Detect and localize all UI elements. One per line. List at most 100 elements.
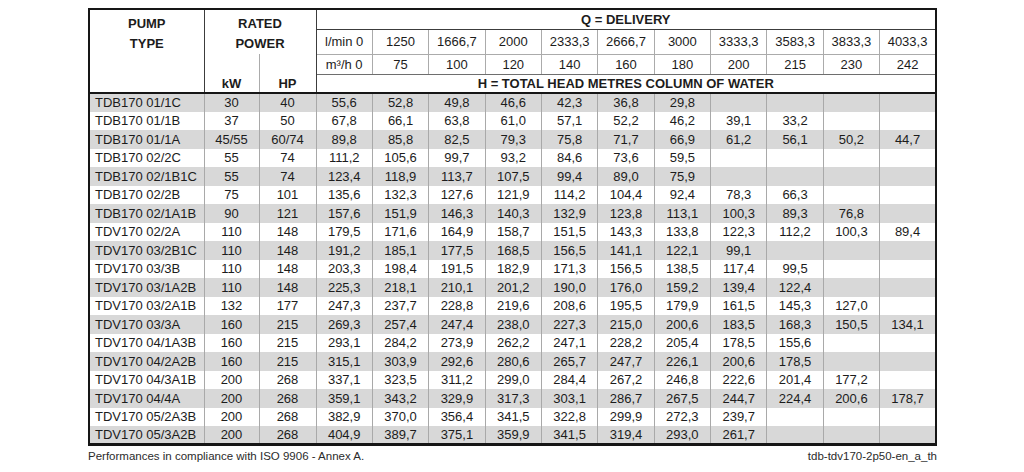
head-value-cell: 178,5 xyxy=(767,352,823,371)
head-value-cell: 238,0 xyxy=(485,315,541,334)
pump-type-cell: TDV170 04/1A3B xyxy=(89,334,204,353)
hp-cell: 215 xyxy=(259,334,316,353)
head-value-cell: 145,3 xyxy=(767,297,823,316)
hp-cell: 148 xyxy=(259,241,316,260)
hp-cell: 215 xyxy=(259,315,316,334)
head-value-cell: 171,6 xyxy=(372,223,428,242)
hp-cell: 121 xyxy=(259,204,316,223)
head-value-cell: 59,5 xyxy=(654,149,710,168)
head-value-cell: 134,1 xyxy=(880,315,936,334)
kw-cell: 160 xyxy=(204,334,259,353)
head-value-cell: 66,1 xyxy=(372,112,428,131)
hp-cell: 268 xyxy=(259,408,316,427)
head-value-cell: 93,2 xyxy=(485,149,541,168)
delivery-m3h-row: m³/h 075100120140160180200215230242 xyxy=(89,54,936,74)
head-value-cell: 75,8 xyxy=(541,130,597,149)
table-row: TDB170 02/2C5574111,2105,699,793,284,673… xyxy=(89,149,936,168)
head-value-cell: 303,9 xyxy=(372,352,428,371)
kw-cell: 55 xyxy=(204,149,259,168)
head-value-cell: 284,2 xyxy=(372,334,428,353)
pump-header-line1: PUMP xyxy=(90,14,204,34)
hp-cell: 74 xyxy=(259,167,316,186)
head-value-cell: 343,2 xyxy=(372,389,428,408)
head-value-cell: 52,2 xyxy=(598,112,654,131)
head-value-cell: 237,7 xyxy=(372,297,428,316)
head-value-cell: 155,6 xyxy=(767,334,823,353)
head-value-cell: 146,3 xyxy=(429,204,485,223)
head-value-cell: 262,2 xyxy=(485,334,541,353)
hp-cell: 268 xyxy=(259,371,316,390)
head-value-cell xyxy=(823,149,879,168)
delivery-lmin-cell: 1250 xyxy=(372,29,428,54)
m3h-unit-cell: m³/h 0 xyxy=(316,54,372,74)
head-value-cell: 370,0 xyxy=(372,408,428,427)
head-value-cell: 227,3 xyxy=(541,315,597,334)
head-value-cell xyxy=(823,426,879,445)
head-value-cell: 178,5 xyxy=(711,334,767,353)
head-value-cell: 85,8 xyxy=(372,130,428,149)
head-value-cell: 208,6 xyxy=(541,297,597,316)
head-value-cell: 75,9 xyxy=(654,167,710,186)
head-value-cell: 201,4 xyxy=(767,371,823,390)
kw-cell: 160 xyxy=(204,352,259,371)
head-value-cell: 138,5 xyxy=(654,260,710,279)
head-value-cell: 99,7 xyxy=(429,149,485,168)
pump-type-cell: TDB170 02/1B1C xyxy=(89,167,204,186)
head-value-cell xyxy=(880,149,936,168)
head-value-cell: 92,4 xyxy=(654,186,710,205)
hp-spacer-cell xyxy=(259,54,316,74)
head-value-cell: 269,3 xyxy=(316,315,372,334)
head-value-cell: 46,2 xyxy=(654,112,710,131)
head-value-cell: 198,4 xyxy=(372,260,428,279)
kw-cell: 132 xyxy=(204,297,259,316)
head-value-cell: 183,5 xyxy=(711,315,767,334)
head-value-cell: 389,7 xyxy=(372,426,428,445)
head-value-cell: 112,2 xyxy=(767,223,823,242)
head-value-cell: 226,1 xyxy=(654,352,710,371)
head-value-cell: 222,6 xyxy=(711,371,767,390)
head-value-cell xyxy=(823,408,879,427)
table-row: TDV170 03/2A1B132177247,3237,7228,8219,6… xyxy=(89,297,936,316)
table-row: TDV170 05/3A2B200268404,9389,7375,1359,9… xyxy=(89,426,936,445)
head-value-cell: 315,1 xyxy=(316,352,372,371)
head-value-cell xyxy=(767,426,823,445)
head-value-cell: 161,5 xyxy=(711,297,767,316)
delivery-m3h-cell: 75 xyxy=(372,54,428,74)
q-delivery-header: Q = DELIVERY xyxy=(316,9,936,29)
head-value-cell: 228,8 xyxy=(429,297,485,316)
rated-header-line2: POWER xyxy=(205,34,316,54)
head-value-cell: 107,5 xyxy=(485,167,541,186)
head-value-cell: 228,2 xyxy=(598,334,654,353)
head-value-cell: 99,4 xyxy=(541,167,597,186)
head-value-cell xyxy=(880,93,936,112)
delivery-m3h-cell: 215 xyxy=(767,54,823,74)
head-value-cell: 67,8 xyxy=(316,112,372,131)
pump-type-cell: TDV170 04/4A xyxy=(89,389,204,408)
head-value-cell: 157,6 xyxy=(316,204,372,223)
head-value-cell: 182,9 xyxy=(485,260,541,279)
head-value-cell: 133,8 xyxy=(654,223,710,242)
hp-cell: 60/74 xyxy=(259,130,316,149)
head-value-cell: 105,6 xyxy=(372,149,428,168)
head-value-cell xyxy=(880,371,936,390)
head-value-cell: 210,1 xyxy=(429,278,485,297)
kw-cell: 55 xyxy=(204,167,259,186)
hp-cell: 177 xyxy=(259,297,316,316)
delivery-lmin-cell: 2000 xyxy=(485,29,541,54)
head-value-cell: 284,4 xyxy=(541,371,597,390)
kw-cell: 45/55 xyxy=(204,130,259,149)
head-value-cell: 247,4 xyxy=(429,315,485,334)
pump-type-cell: TDV170 03/3B xyxy=(89,260,204,279)
head-value-cell xyxy=(711,149,767,168)
head-value-cell: 78,3 xyxy=(711,186,767,205)
head-value-cell xyxy=(711,93,767,112)
kw-cell: 110 xyxy=(204,260,259,279)
head-value-cell: 121,9 xyxy=(485,186,541,205)
head-value-cell: 218,1 xyxy=(372,278,428,297)
head-value-cell: 127,0 xyxy=(823,297,879,316)
head-value-cell: 247,1 xyxy=(541,334,597,353)
head-value-cell: 322,8 xyxy=(541,408,597,427)
head-value-cell: 317,3 xyxy=(485,389,541,408)
head-value-cell xyxy=(880,426,936,445)
head-value-cell: 135,6 xyxy=(316,186,372,205)
